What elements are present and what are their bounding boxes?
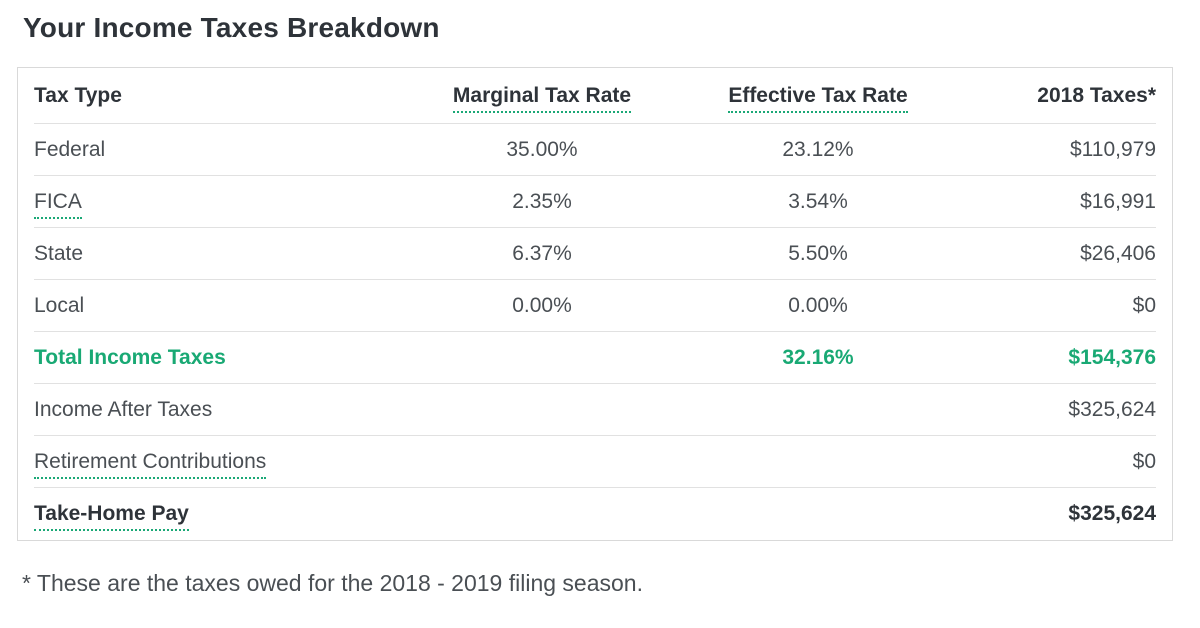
column-header-2018-taxes: 2018 Taxes* — [1037, 83, 1156, 107]
fica-effective-rate: 3.54% — [788, 189, 848, 213]
fica-tooltip-term[interactable]: FICA — [34, 190, 82, 219]
table-row-take-home-pay: Take-Home Pay $325,624 — [34, 488, 1156, 540]
row-label-state: State — [34, 241, 84, 265]
federal-marginal-rate: 35.00% — [506, 137, 578, 161]
retirement-contributions-value: $0 — [1132, 449, 1156, 473]
federal-effective-rate: 23.12% — [782, 137, 854, 161]
table-row-income-after-taxes: Income After Taxes $325,624 — [34, 384, 1156, 436]
row-label-take-home-pay: Take-Home Pay — [34, 502, 404, 531]
federal-taxes-value: $110,979 — [1069, 137, 1156, 161]
local-taxes-value: $0 — [1132, 293, 1156, 317]
take-home-pay-value: $325,624 — [1068, 502, 1156, 525]
table-header-row: Tax Type Marginal Tax Rate Effective Tax… — [34, 68, 1156, 124]
retirement-contributions-tooltip-term[interactable]: Retirement Contributions — [34, 450, 267, 479]
column-header-tax-type: Tax Type — [34, 83, 122, 107]
state-taxes-value: $26,406 — [1080, 241, 1156, 265]
table-row-federal: Federal 35.00% 23.12% $110,979 — [34, 124, 1156, 176]
table-row-retirement-contributions: Retirement Contributions $0 — [34, 436, 1156, 488]
row-label-fica: FICA — [34, 190, 404, 219]
table-row-total-income-taxes: Total Income Taxes 32.16% $154,376 — [34, 332, 1156, 384]
fica-taxes-value: $16,991 — [1080, 189, 1156, 213]
take-home-pay-tooltip-term[interactable]: Take-Home Pay — [34, 502, 189, 531]
row-label-federal: Federal — [34, 137, 106, 161]
row-label-total-income-taxes: Total Income Taxes — [34, 345, 226, 369]
state-marginal-rate: 6.37% — [512, 241, 572, 265]
table-row-local: Local 0.00% 0.00% $0 — [34, 280, 1156, 332]
local-effective-rate: 0.00% — [788, 293, 848, 317]
filing-season-footnote: * These are the taxes owed for the 2018 … — [22, 570, 643, 596]
income-taxes-breakdown-section: Your Income Taxes Breakdown Tax Type Mar… — [17, 12, 1173, 596]
total-effective-rate: 32.16% — [782, 345, 854, 369]
fica-marginal-rate: 2.35% — [512, 189, 572, 213]
tax-breakdown-table: Tax Type Marginal Tax Rate Effective Tax… — [17, 67, 1173, 541]
row-label-local: Local — [34, 293, 85, 317]
local-marginal-rate: 0.00% — [512, 293, 572, 317]
state-effective-rate: 5.50% — [788, 241, 848, 265]
row-label-income-after-taxes: Income After Taxes — [34, 397, 213, 421]
row-label-retirement-contributions: Retirement Contributions — [34, 450, 404, 479]
column-header-effective-tax-rate: Effective Tax Rate — [680, 84, 956, 113]
column-header-marginal-tax-rate: Marginal Tax Rate — [404, 84, 680, 113]
table-row-state: State 6.37% 5.50% $26,406 — [34, 228, 1156, 280]
page-title: Your Income Taxes Breakdown — [23, 12, 440, 43]
effective-tax-rate-tooltip-term[interactable]: Effective Tax Rate — [728, 84, 908, 113]
income-after-taxes-value: $325,624 — [1068, 397, 1156, 421]
total-taxes-value: $154,376 — [1068, 345, 1156, 369]
marginal-tax-rate-tooltip-term[interactable]: Marginal Tax Rate — [452, 84, 632, 113]
table-row-fica: FICA 2.35% 3.54% $16,991 — [34, 176, 1156, 228]
